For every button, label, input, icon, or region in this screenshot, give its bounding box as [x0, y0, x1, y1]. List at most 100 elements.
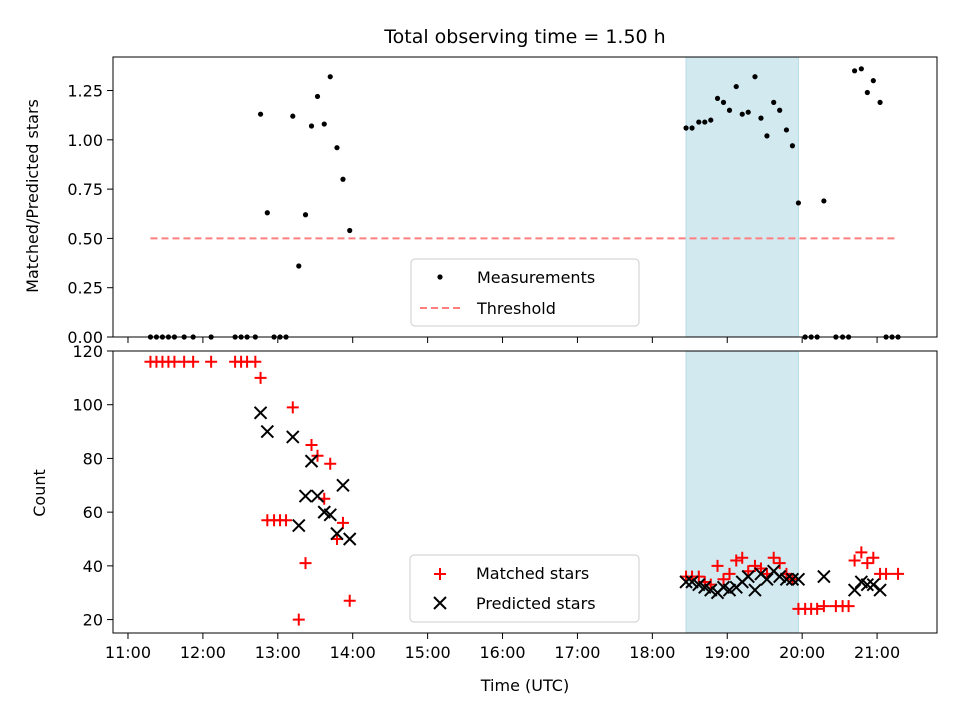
matched-star-point [717, 573, 730, 586]
measurement-point [689, 125, 695, 131]
top-y-tick-label: 1.25 [67, 82, 103, 101]
predicted-star-point [779, 572, 794, 586]
bottom-frame [112, 350, 938, 634]
measurement-point [870, 78, 876, 84]
measurement-point [314, 93, 321, 100]
measurement-point [264, 210, 270, 216]
measurement-point [858, 66, 864, 72]
measurement-point [821, 198, 827, 204]
measurement-point [852, 68, 858, 74]
matched-star-point [711, 559, 724, 572]
matched-star-point [324, 457, 337, 470]
matched-star-point [205, 355, 218, 368]
x-tick-label: 15:00 [405, 643, 451, 662]
measurement-point [257, 111, 264, 117]
predicted-star-point [873, 583, 887, 597]
predicted-star-point [679, 575, 693, 589]
measurement-point [777, 107, 783, 113]
top-legend: Measurements Threshold [410, 258, 640, 327]
x-tick-label: 13:00 [255, 643, 301, 662]
predicted-star-point [741, 569, 755, 584]
matched-star-point [842, 600, 855, 613]
matched-star-point [254, 371, 267, 384]
x-tick-label: 18:00 [629, 643, 675, 662]
bottom-y-tick-label: 100 [72, 396, 103, 415]
predicted-star-point [343, 532, 357, 546]
matched-star-point [249, 355, 262, 368]
predicted-star-point [323, 508, 337, 522]
top-y-tick-label: 0.25 [67, 279, 103, 298]
measurement-point [696, 119, 702, 125]
matched-star-point [892, 567, 905, 580]
measurement-point [745, 109, 751, 115]
matched-star-point [336, 516, 349, 529]
x-tick-label: 16:00 [479, 643, 525, 662]
x-tick-label: 12:00 [180, 643, 226, 662]
predicted-star-point [685, 575, 699, 589]
matched-star-point [848, 554, 861, 567]
predicted-star-point [860, 577, 875, 592]
matched-star-point [292, 613, 305, 626]
measurement-point [714, 95, 721, 102]
legend-measurement-marker [437, 274, 443, 280]
measurement-point [733, 83, 739, 90]
legend-predicted-label: Predicted stars [476, 594, 596, 613]
measurement-point [764, 133, 770, 139]
measurement-point [334, 145, 340, 151]
measurement-point [340, 176, 346, 182]
matched-star-point [861, 557, 874, 570]
matched-star-point [811, 602, 824, 615]
top-y-tick-label: 1.00 [67, 131, 103, 150]
predicted-star-point [286, 430, 300, 444]
matched-star-point [767, 551, 780, 564]
predicted-star-point [310, 489, 325, 503]
predicted-star-point [817, 569, 831, 584]
predicted-star-point [748, 583, 762, 597]
x-tick-label: 21:00 [854, 643, 900, 662]
matched-star-point [773, 557, 786, 570]
predicted-star-point [704, 583, 718, 597]
measurement-point [726, 107, 733, 113]
measurement-point [877, 99, 883, 105]
legend-matched-label: Matched stars [476, 564, 589, 583]
measurement-point [771, 99, 777, 105]
predicted-star-point [260, 424, 275, 439]
matched-star-point [305, 439, 318, 451]
predicted-star-point [292, 518, 306, 533]
measurement-point [739, 111, 745, 117]
predicted-star-point [298, 489, 313, 503]
chart-title: Total observing time = 1.50 h [383, 26, 665, 48]
matched-star-point [748, 559, 761, 572]
top-y-tick-label: 0.50 [67, 229, 103, 248]
bottom-y-tick-label: 60 [83, 503, 103, 522]
top-y-tick-label: 0.00 [67, 328, 103, 347]
bottom-y-tick-label: 80 [83, 449, 103, 468]
legend-matched-marker [434, 568, 446, 580]
measurement-point [308, 123, 315, 129]
matched-star-point [736, 551, 749, 564]
bottom-legend: Matched stars Predicted stars [409, 554, 640, 623]
predicted-star-point [791, 572, 806, 586]
measurement-point [347, 227, 353, 234]
measurement-point [752, 74, 758, 80]
measurement-point [296, 263, 302, 269]
predicted-star-point [330, 526, 344, 541]
matched-star-point [880, 567, 893, 580]
legend-threshold-label: Threshold [476, 299, 556, 318]
matched-star-point [730, 554, 743, 567]
top-panel: 0.00 0.25 0.50 0.75 1.00 1.25 Measurements Thre… [67, 56, 938, 347]
measurement-point [864, 89, 870, 96]
top-y-tick-label: 0.75 [67, 180, 103, 199]
measurement-point [795, 200, 802, 206]
predicted-star-point [336, 478, 350, 492]
matched-star-point [723, 567, 736, 580]
matched-star-point [343, 594, 356, 607]
measurement-point [758, 115, 764, 121]
measurement-point [290, 113, 296, 119]
bottom-legend-box [409, 554, 640, 623]
legend-measurements-label: Measurements [477, 268, 595, 287]
matched-star-point [299, 557, 312, 570]
top-legend-box [410, 258, 640, 327]
bottom-panel: 20 40 60 80 100 120 11:00 12:00 13:00 14:00 15:00 1… [72, 342, 938, 662]
